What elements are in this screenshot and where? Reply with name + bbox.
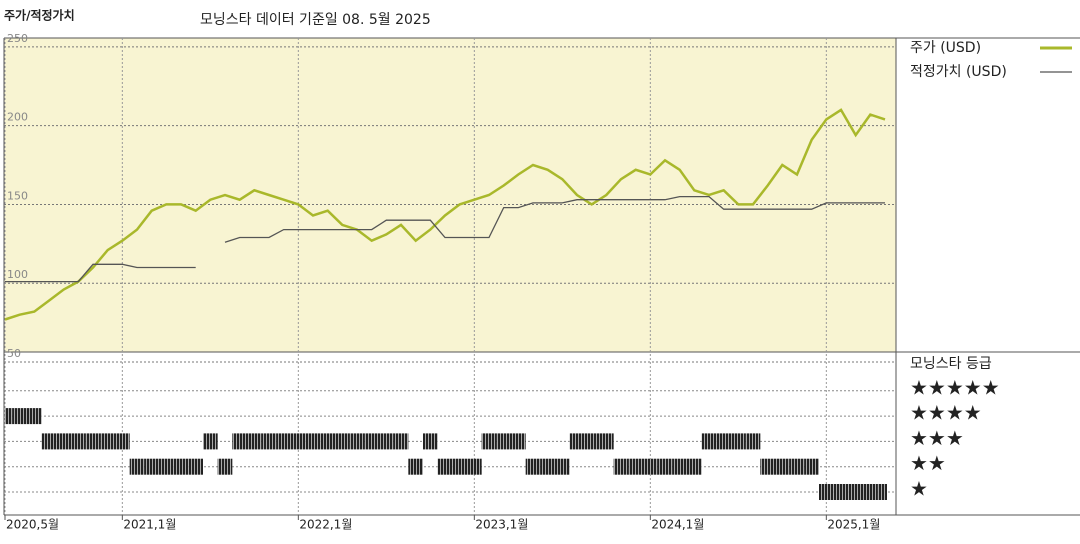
rating-block [291, 433, 306, 450]
rating-legend: ★★★ [910, 426, 964, 450]
y-tick-label: 150 [7, 189, 28, 202]
legend-label: 적정가치 (USD) [910, 64, 1007, 80]
rating-block [56, 433, 71, 450]
rating-block [863, 484, 878, 500]
rating-block [320, 433, 335, 450]
rating-block [745, 433, 761, 450]
rating-block [848, 484, 863, 500]
rating-block [232, 433, 247, 450]
rating-block [144, 458, 159, 475]
chart-subtitle: 모닝스타 데이터 기준일 08. 5월 2025 [200, 12, 431, 28]
rating-block [613, 458, 629, 475]
chart-title: 주가/적정가치 [4, 8, 75, 23]
rating-block [819, 484, 834, 500]
rating-block [27, 408, 42, 425]
rating-block [789, 458, 805, 475]
rating-block [276, 433, 291, 450]
rating-block [760, 458, 775, 475]
rating-block [511, 433, 526, 450]
rating-block [731, 433, 746, 450]
rating-block [687, 458, 702, 475]
x-tick-label: 2020,5월 [6, 518, 59, 532]
y-tick-label: 50 [7, 347, 21, 360]
x-tick-label: 2021,1월 [123, 518, 176, 532]
rating-block [349, 433, 365, 450]
rating-block [701, 433, 717, 450]
series-line [5, 195, 885, 283]
rating-block [437, 458, 453, 475]
rating-block [467, 458, 482, 475]
rating-block [716, 433, 731, 450]
rating-block [305, 433, 321, 450]
rating-block [364, 433, 379, 450]
ratings-title: 모닝스타 등급 [910, 356, 992, 372]
rating-block [129, 458, 145, 475]
rating-block [775, 458, 790, 475]
rating-block [525, 458, 541, 475]
rating-block [423, 433, 438, 450]
rating-block [115, 433, 130, 450]
y-tick-label: 100 [7, 268, 28, 281]
rating-block [584, 433, 599, 450]
rating-block [599, 433, 614, 450]
rating-block [41, 433, 57, 450]
rating-block [159, 458, 174, 475]
rating-block [188, 458, 203, 475]
rating-block [833, 484, 849, 500]
legend-label: 주가 (USD) [910, 40, 981, 56]
x-tick-label: 2022,1월 [299, 518, 352, 532]
rating-block [261, 433, 277, 450]
rating-block [12, 408, 27, 425]
rating-block [569, 433, 585, 450]
rating-block [877, 484, 887, 500]
rating-block [393, 433, 409, 450]
rating-block [247, 433, 262, 450]
x-tick-label: 2024,1월 [651, 518, 704, 532]
rating-block [657, 458, 673, 475]
rating-block [496, 433, 511, 450]
rating-block [628, 458, 643, 475]
x-tick-label: 2023,1월 [475, 518, 528, 532]
rating-block [217, 458, 233, 475]
rating-block [804, 458, 819, 475]
rating-block [85, 433, 101, 450]
rating-block [335, 433, 350, 450]
y-tick-label: 250 [7, 32, 28, 45]
rating-legend: ★ [910, 477, 928, 501]
rating-block [71, 433, 86, 450]
y-tick-label: 200 [7, 111, 28, 124]
rating-block [379, 433, 394, 450]
rating-block [203, 433, 218, 450]
rating-block [672, 458, 687, 475]
rating-block [643, 458, 658, 475]
rating-block [555, 458, 570, 475]
rating-block [540, 458, 555, 475]
rating-block [481, 433, 497, 450]
series-line [4, 108, 886, 321]
rating-block [100, 433, 115, 450]
rating-legend: ★★★★★ [910, 375, 1000, 399]
rating-block [408, 458, 423, 475]
rating-block [452, 458, 467, 475]
plot-bg [4, 38, 896, 352]
x-tick-label: 2025,1월 [827, 518, 880, 532]
rating-block [5, 408, 13, 425]
rating-legend: ★★★★ [910, 401, 982, 425]
rating-block [173, 458, 189, 475]
rating-legend: ★★ [910, 451, 946, 475]
